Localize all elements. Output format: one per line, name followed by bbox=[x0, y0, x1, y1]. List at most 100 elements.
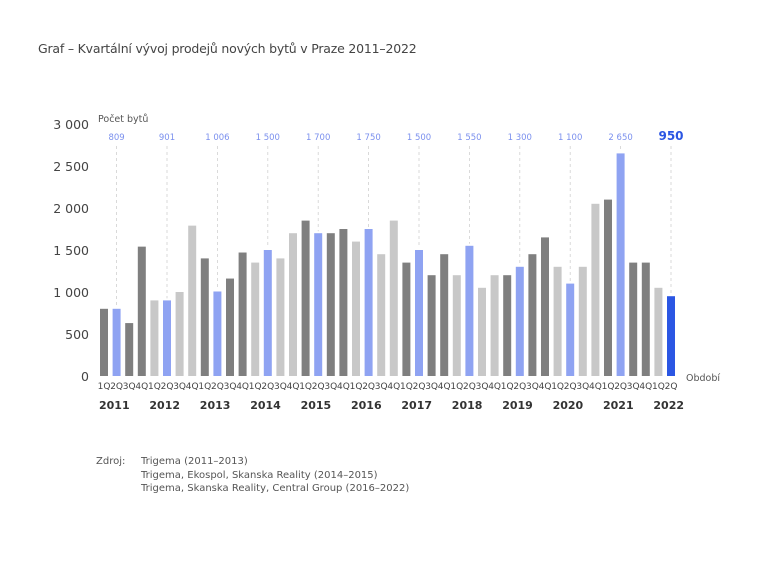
y-tick-label: 3 000 bbox=[53, 117, 89, 132]
quarter-label: 1Q bbox=[299, 382, 312, 392]
bar bbox=[667, 296, 675, 376]
quarter-label: 2Q bbox=[665, 382, 678, 392]
year-label: 2022 bbox=[653, 399, 684, 412]
bar bbox=[402, 262, 411, 376]
quarter-label: 3Q bbox=[324, 382, 337, 392]
quarter-label: 1Q bbox=[198, 382, 211, 392]
year-label: 2021 bbox=[603, 399, 634, 412]
bar bbox=[604, 199, 612, 376]
quarter-label: 4Q bbox=[639, 382, 652, 392]
year-label: 2015 bbox=[301, 399, 332, 412]
top-value-label: 1 500 bbox=[407, 133, 431, 143]
quarter-label: 2Q bbox=[362, 382, 375, 392]
year-label: 2011 bbox=[99, 399, 130, 412]
year-label: 2013 bbox=[200, 399, 231, 412]
bar bbox=[389, 220, 398, 376]
guide-lines bbox=[116, 146, 672, 307]
bar bbox=[188, 225, 197, 376]
quarter-label: 1Q bbox=[652, 382, 665, 392]
y-tick-label: 2 500 bbox=[53, 159, 89, 174]
y-tick-label: 500 bbox=[65, 327, 89, 342]
quarter-label: 1Q bbox=[602, 382, 615, 392]
bar bbox=[339, 229, 348, 376]
bar bbox=[213, 291, 222, 376]
bar bbox=[175, 292, 184, 376]
y-axis-labels: 0 500 1 000 1 500 2 000 2 500 3 000 bbox=[53, 117, 89, 384]
quarter-label: 4Q bbox=[236, 382, 249, 392]
top-value-label: 1 300 bbox=[508, 133, 532, 143]
quarter-label: 4Q bbox=[387, 382, 400, 392]
bar bbox=[591, 203, 600, 376]
bar bbox=[641, 262, 650, 376]
source-line: Trigema (2011–2013) bbox=[141, 456, 248, 467]
bar bbox=[440, 254, 449, 376]
bar bbox=[528, 254, 537, 376]
bar bbox=[377, 254, 386, 376]
bar bbox=[301, 220, 310, 376]
bars bbox=[100, 153, 675, 376]
y-axis-title: Počet bytů bbox=[98, 114, 148, 125]
quarter-label: 3Q bbox=[425, 382, 438, 392]
y-tick-label: 1 000 bbox=[53, 285, 89, 300]
bar bbox=[100, 308, 108, 376]
bar bbox=[503, 275, 512, 376]
year-labels: 2011 2012 2013 2014 2015 2016 2017 2018 2019 2020… bbox=[99, 399, 684, 412]
bar bbox=[112, 308, 121, 376]
quarter-label: 2Q bbox=[513, 382, 526, 392]
year-label: 2012 bbox=[149, 399, 180, 412]
bar bbox=[238, 252, 247, 376]
year-label: 2016 bbox=[351, 399, 382, 412]
top-value-label: 1 750 bbox=[356, 133, 380, 143]
bar bbox=[541, 237, 549, 376]
quarter-label: 3Q bbox=[576, 382, 589, 392]
bar bbox=[163, 300, 171, 376]
chart-title: Graf – Kvartální vývoj prodejů nových by… bbox=[38, 41, 417, 56]
bar bbox=[251, 262, 260, 376]
year-label: 2014 bbox=[250, 399, 281, 412]
bar bbox=[478, 287, 486, 376]
year-label: 2020 bbox=[553, 399, 584, 412]
bar bbox=[427, 275, 436, 376]
bar bbox=[616, 153, 625, 376]
quarter-label: 4Q bbox=[438, 382, 451, 392]
bar bbox=[289, 233, 297, 376]
quarter-label: 1Q bbox=[148, 382, 161, 392]
bar bbox=[150, 300, 159, 376]
bar bbox=[629, 262, 638, 376]
top-value-labels: 809 901 1 006 1 500 1 700 1 750 1 500 1 550 1 30… bbox=[108, 129, 683, 143]
bar bbox=[566, 283, 575, 376]
quarter-label: 1Q bbox=[450, 382, 463, 392]
top-value-label: 1 006 bbox=[205, 133, 229, 143]
quarter-label: 2Q bbox=[211, 382, 224, 392]
quarter-label: 1Q bbox=[551, 382, 564, 392]
quarter-label: 4Q bbox=[589, 382, 602, 392]
quarter-label: 2Q bbox=[261, 382, 274, 392]
top-value-label: 1 700 bbox=[306, 133, 330, 143]
quarter-label: 3Q bbox=[173, 382, 186, 392]
y-tick-label: 2 000 bbox=[53, 201, 89, 216]
bar bbox=[226, 278, 234, 376]
quarter-label: 3Q bbox=[627, 382, 640, 392]
quarter-label: 3Q bbox=[274, 382, 287, 392]
top-value-label: 809 bbox=[108, 133, 124, 143]
bar bbox=[137, 246, 146, 376]
quarter-label: 1Q bbox=[501, 382, 514, 392]
quarter-label: 4Q bbox=[135, 382, 148, 392]
year-label: 2019 bbox=[502, 399, 533, 412]
bar bbox=[326, 233, 335, 376]
top-value-label: 1 550 bbox=[457, 133, 481, 143]
quarter-label: 3Q bbox=[375, 382, 388, 392]
quarter-label: 2Q bbox=[161, 382, 174, 392]
quarter-label: 3Q bbox=[526, 382, 539, 392]
source-label: Zdroj: bbox=[96, 456, 126, 467]
bar bbox=[263, 250, 272, 376]
bar bbox=[200, 258, 209, 376]
quarter-label: 4Q bbox=[287, 382, 300, 392]
quarter-label: 2Q bbox=[463, 382, 476, 392]
quarter-label: 1Q bbox=[249, 382, 262, 392]
source-line: Trigema, Ekospol, Skanska Reality (2014–… bbox=[141, 469, 378, 481]
top-value-label: 950 bbox=[658, 129, 683, 143]
source-line: Trigema, Skanska Reality, Central Group … bbox=[141, 483, 410, 494]
quarter-label: 2Q bbox=[312, 382, 325, 392]
bar bbox=[452, 275, 461, 376]
